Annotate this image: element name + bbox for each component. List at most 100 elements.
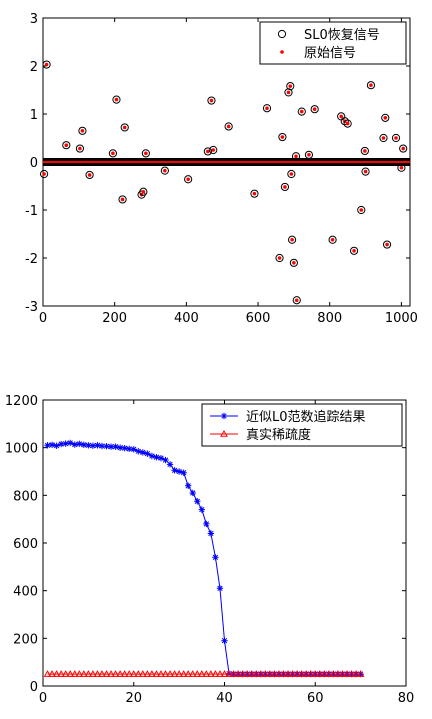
true-sparsity-point [179,670,188,677]
recovered-point [280,182,290,192]
estimate-point [53,442,60,449]
estimate-point [203,520,210,528]
true-sparsity-point [266,670,274,677]
true-sparsity-point [157,670,165,677]
true-sparsity-point [216,670,224,677]
x-tick-label: 40 [216,691,233,706]
legend-marker-circle [277,29,287,39]
legend-label: SL0恢复信号 [304,28,380,43]
estimate-point [94,442,101,449]
estimate-point [139,449,147,456]
original-point [385,242,389,247]
true-sparsity-point [306,670,315,677]
estimate-point [207,530,215,537]
legend-box [201,403,403,447]
original-point [87,173,92,177]
estimate-point [80,441,88,449]
true-sparsity-point [247,670,256,677]
original-point [401,146,405,151]
recovered-point [42,60,51,69]
estimate-point [175,468,183,475]
original-point [290,237,294,242]
y-tick-label: -2 [25,252,38,267]
true-sparsity-point [288,670,297,677]
estimate-point [166,461,174,468]
y-tick-label: 3 [30,12,38,27]
y-tick-label: 200 [13,632,38,647]
original-point [286,90,291,95]
original-point [363,149,367,153]
original-point [352,249,356,253]
true-sparsity-point [279,670,288,677]
true-sparsity-point [52,670,61,677]
estimate-point [71,441,78,448]
x-tick-label: 0 [39,691,47,706]
recovered-point [250,189,259,198]
estimate-point [212,554,219,561]
x-tick-label: 60 [307,691,324,706]
estimate-point [57,440,65,448]
x-tick-label: 80 [398,691,415,706]
recovered-point [297,107,306,116]
true-sparsity-point [75,670,84,677]
recovered-point [141,149,150,158]
true-sparsity-point [234,670,242,677]
true-sparsity-point [170,670,179,677]
estimate-point [67,439,74,447]
true-sparsity-point [356,670,365,677]
true-sparsity-point [134,670,143,677]
true-sparsity-point [252,670,261,677]
true-sparsity-point [143,670,152,677]
true-sparsity-point [211,670,220,677]
estimate-point [98,442,106,450]
recovered-point [287,235,297,244]
true-sparsity-point [329,670,338,677]
legend-marker-dot [280,50,284,54]
original-point [369,83,373,87]
recovered-point [366,81,376,90]
recovered-point [289,258,298,267]
true-sparsity-point [57,670,66,677]
estimate-point [76,440,83,448]
original-point [292,261,296,265]
true-sparsity-point [284,670,292,677]
true-sparsity-point [220,670,229,677]
legend-label: 真实稀疏度 [246,427,311,443]
true-sparsity-point [225,670,233,677]
true-sparsity-point [311,670,320,677]
x-tick-label: 1000 [385,311,418,326]
true-sparsity-point [238,670,247,677]
original-point [383,116,388,120]
true-sparsity-point [229,670,238,677]
original-point [294,154,298,159]
estimate-point [157,454,165,462]
original-point [64,143,69,147]
y-tick-label: -3 [25,300,38,315]
recovered-point [349,246,359,255]
original-point [283,185,287,189]
original-point [209,98,214,103]
estimate-point [153,454,160,461]
recovered-point [381,113,390,122]
original-point [363,169,368,174]
original-point [280,135,285,139]
true-sparsity-point [129,670,138,677]
true-sparsity-point [334,670,342,677]
original-point [394,136,398,140]
true-sparsity-point [111,670,120,677]
original-point [252,191,257,196]
true-sparsity-point [148,670,156,677]
recovered-point [343,119,352,128]
true-sparsity-point [193,670,202,677]
original-point [359,208,364,212]
estimate-point [216,585,224,592]
recovered-point [275,253,284,263]
recovered-point [286,82,295,91]
true-sparsity-point [293,670,301,677]
true-sparsity-point [93,670,102,677]
original-point [114,97,119,102]
recovered-point [118,195,127,204]
x-tick-label: 400 [174,311,199,326]
original-point [330,237,335,242]
true-sparsity-point [166,670,174,677]
